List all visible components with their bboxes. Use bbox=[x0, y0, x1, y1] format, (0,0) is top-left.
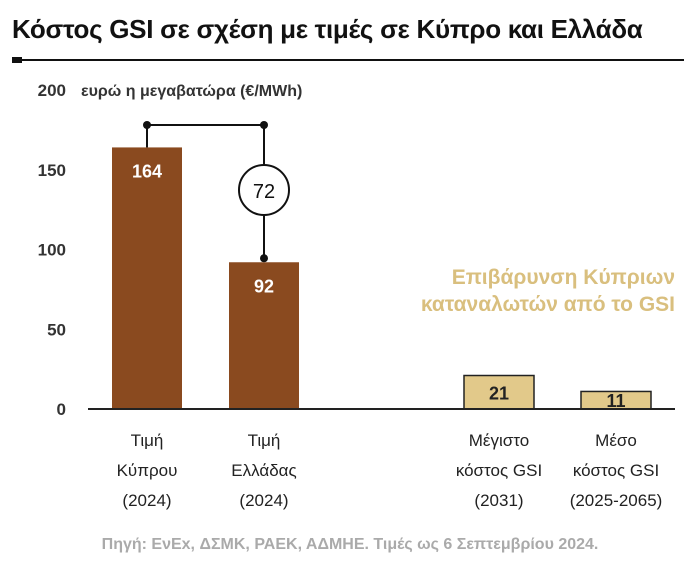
x-category-label: Μέσο bbox=[595, 431, 637, 450]
data-label: 11 bbox=[606, 391, 625, 411]
y-tick-label: 100 bbox=[38, 241, 66, 260]
x-category-label: Τιμή bbox=[131, 431, 164, 450]
annotation-line-2: καταναλωτών από το GSI bbox=[421, 293, 675, 316]
data-label: 92 bbox=[254, 276, 274, 296]
x-category-label: Μέγιστο bbox=[469, 431, 529, 450]
difference-label: 72 bbox=[253, 181, 275, 203]
x-category-label: Τιμή bbox=[248, 431, 281, 450]
y-tick-label: 50 bbox=[47, 320, 66, 339]
x-category-label: (2025-2065) bbox=[570, 491, 663, 510]
bar bbox=[229, 262, 299, 409]
difference-badge bbox=[238, 164, 290, 216]
data-label: 164 bbox=[132, 161, 162, 181]
difference-bracket-dot bbox=[260, 254, 268, 263]
x-category-label: (2031) bbox=[474, 491, 523, 510]
x-category-label: (2024) bbox=[239, 491, 288, 510]
y-tick-label: 150 bbox=[38, 161, 66, 180]
chart-title: Κόστος GSI σε σχέση με τιμές σε Κύπρο κα… bbox=[12, 14, 643, 44]
x-category-label: κόστος GSI bbox=[456, 461, 542, 480]
x-category-label: Κύπρου bbox=[117, 461, 178, 480]
title-underline-cap bbox=[12, 57, 22, 63]
bar bbox=[112, 147, 182, 410]
bar-chart: ευρώ η μεγαβατώρα (€/MWh) Επιβάρυνση Κύπ… bbox=[38, 81, 675, 510]
source-note: Πηγή: ΕνΕx, ΔΣΜΚ, ΡΑΕΚ, ΑΔΜΗΕ. Τιμές ως … bbox=[101, 536, 599, 553]
difference-bracket-dot bbox=[260, 121, 268, 129]
data-label: 21 bbox=[489, 383, 509, 403]
x-category-label: Ελλάδας bbox=[231, 461, 296, 480]
y-axis-label: ευρώ η μεγαβατώρα (€/MWh) bbox=[81, 83, 302, 100]
x-category-label: κόστος GSI bbox=[573, 461, 659, 480]
y-tick-label: 200 bbox=[38, 81, 66, 100]
y-tick-label: 0 bbox=[57, 400, 66, 419]
annotation-line-1: Επιβάρυνση Κύπριων bbox=[452, 266, 675, 289]
x-category-label: (2024) bbox=[122, 491, 171, 510]
difference-bracket-dot bbox=[143, 121, 151, 129]
title-underline bbox=[12, 59, 684, 61]
bar bbox=[463, 374, 535, 410]
